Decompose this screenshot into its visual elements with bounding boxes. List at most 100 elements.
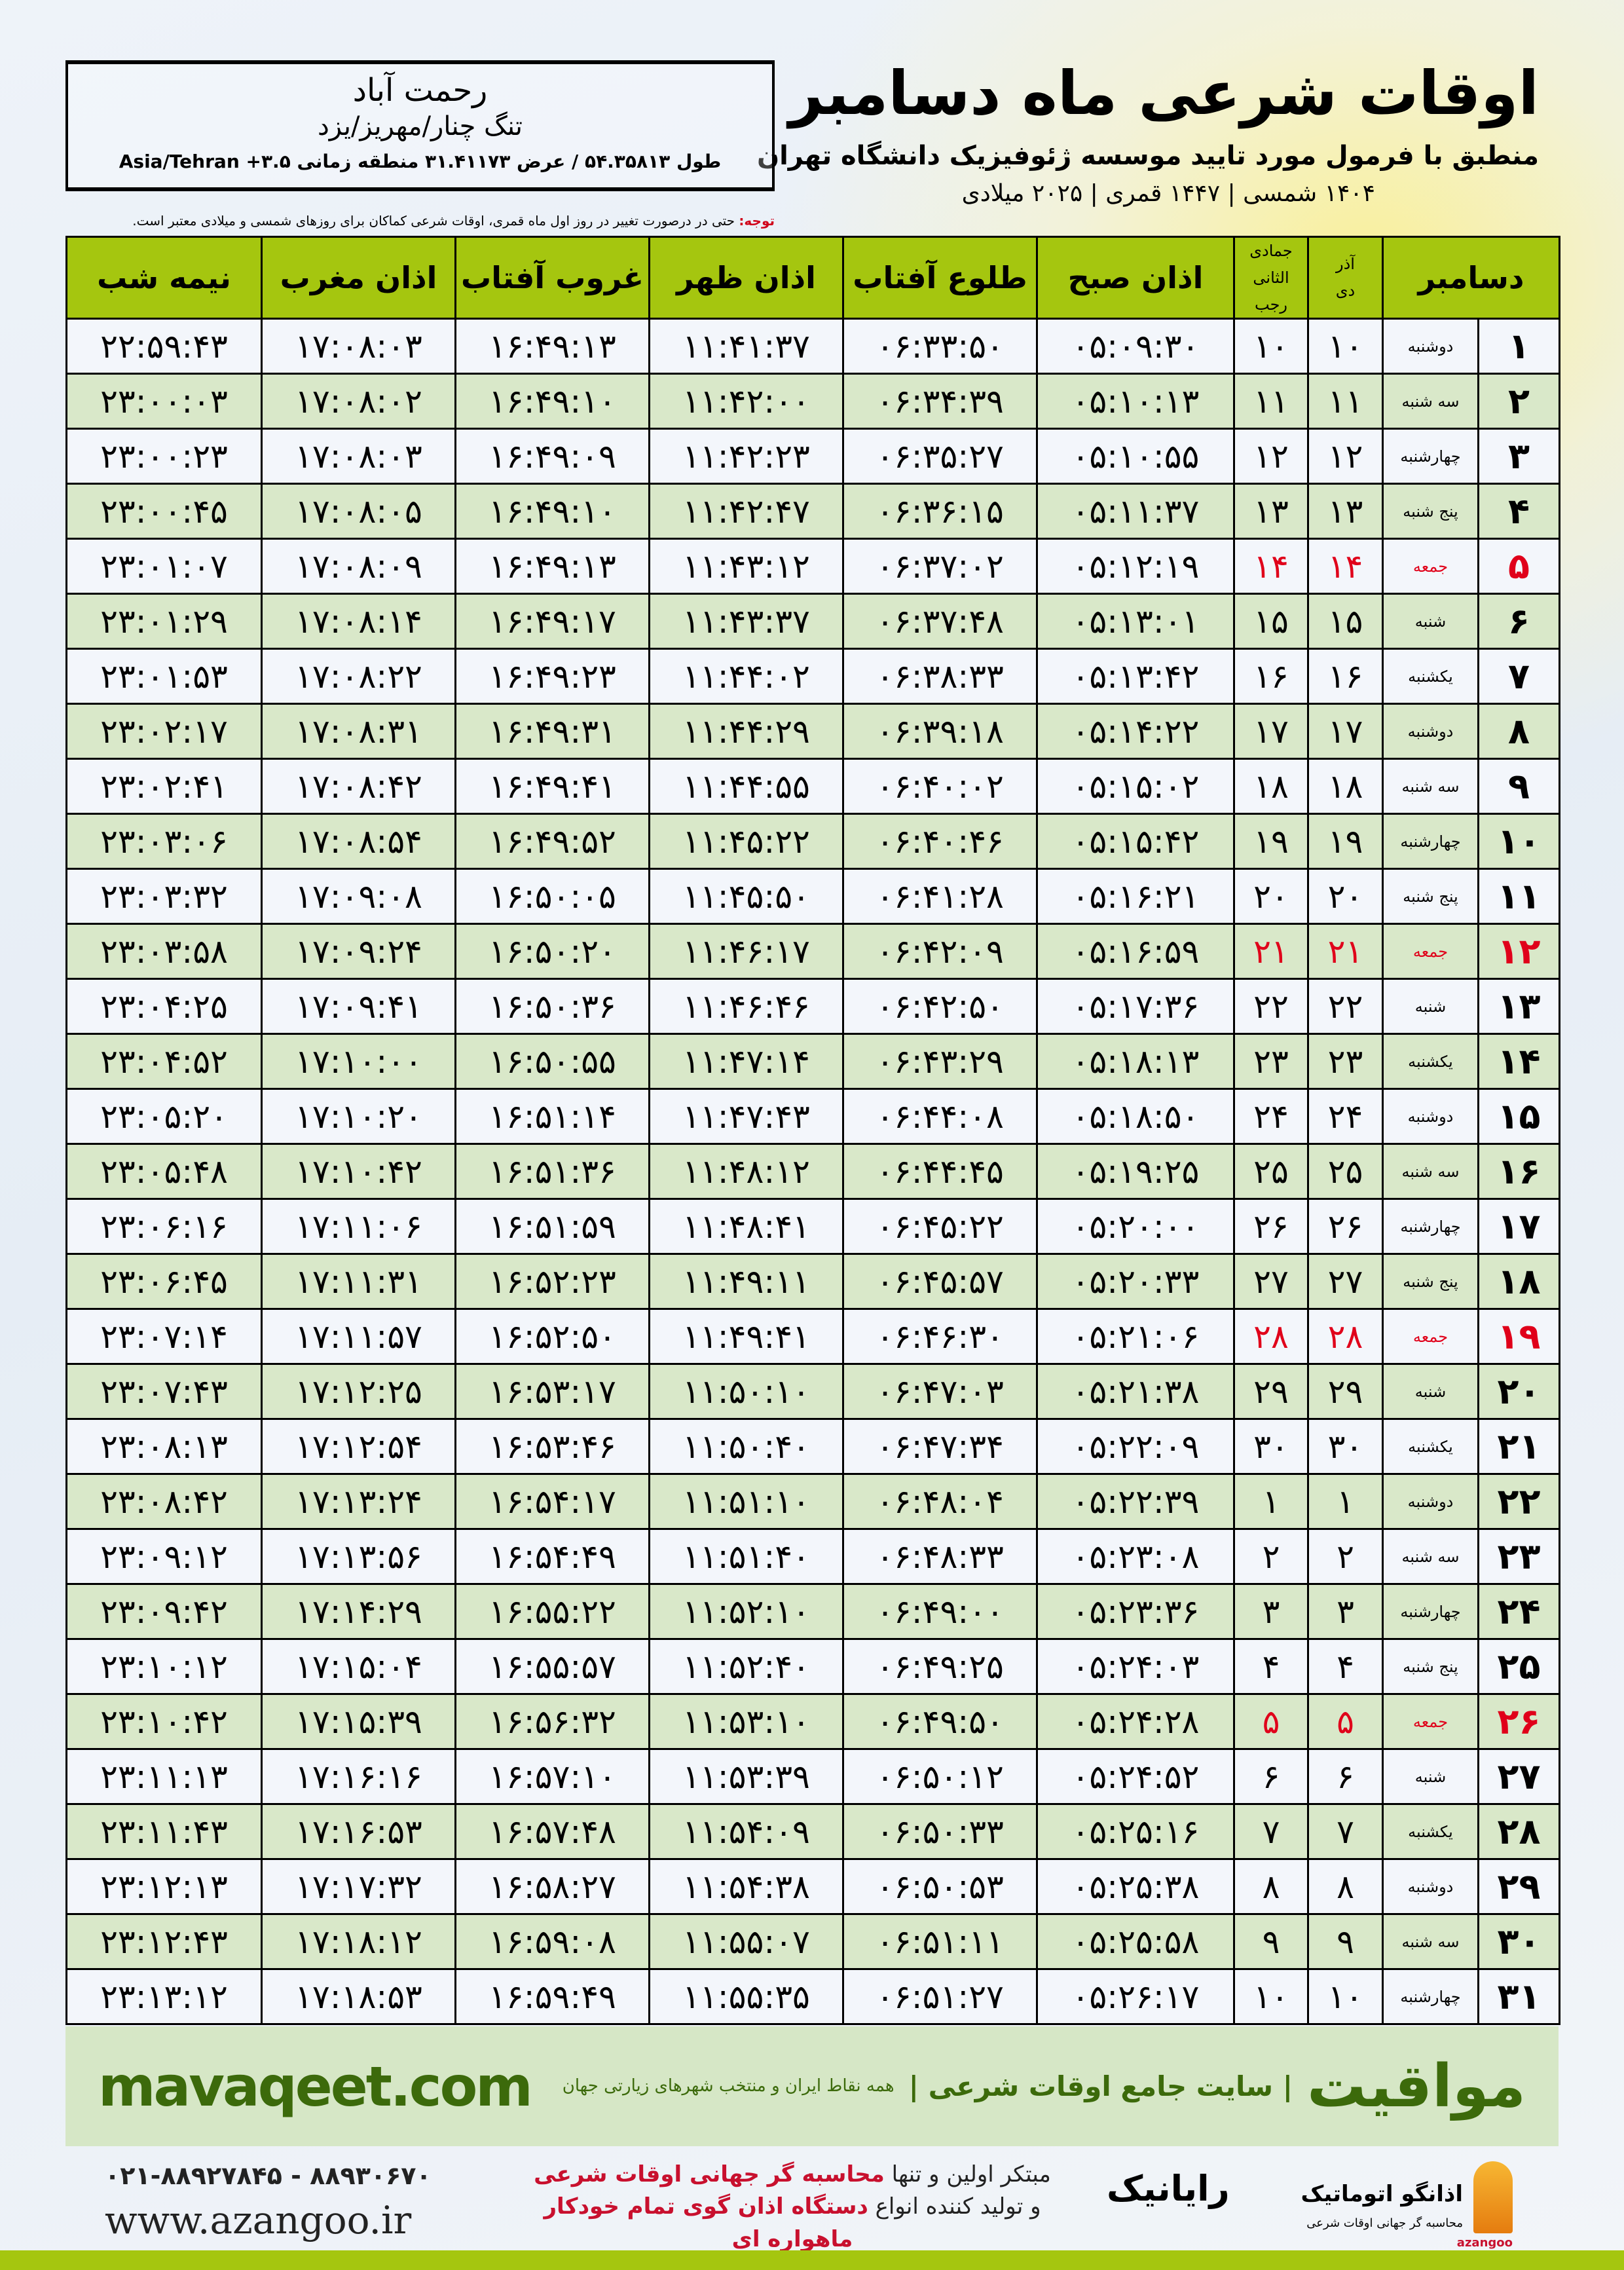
promo-line2-a: و تولید کننده انواع [868,2193,1041,2220]
weekday: جمعه [1382,538,1479,595]
qamari-day: ۱۵ [1233,593,1309,650]
fajr-time: ۰۵:۲۴:۰۳ [1036,1638,1235,1696]
maghrib-time: ۱۷:۰۹:۲۴ [261,923,456,980]
sunrise-time: ۰۶:۳۳:۵۰ [842,318,1038,375]
site-url[interactable]: mavaqeet.com [98,2054,533,2119]
table-row: ۶ شنبه ۱۵ ۱۵ ۰۵:۱۳:۰۱ ۰۶:۳۷:۴۸ ۱۱:۴۳:۳۷ ۱۶:۴۹:۱… [65,593,1560,650]
maghrib-time: ۱۷:۰۸:۵۴ [261,813,456,870]
dhuhr-time: ۱۱:۴۷:۴۳ [648,1088,844,1145]
weekday: چهارشنبه [1382,1198,1479,1256]
fajr-time: ۰۵:۲۲:۰۹ [1036,1418,1235,1476]
sunrise-time: ۰۶:۴۴:۰۸ [842,1088,1038,1145]
table-row: ۲۲ دوشنبه ۱ ۱ ۰۵:۲۲:۳۹ ۰۶:۴۸:۰۴ ۱۱:۵۱:۱۰ ۱۶:۵۴:… [65,1473,1560,1531]
day-number: ۸ [1477,703,1560,760]
midnight-time: ۲۳:۰۹:۴۲ [65,1583,263,1641]
qamari-day: ۲۲ [1233,978,1309,1035]
maghrib-time: ۱۷:۱۵:۳۹ [261,1693,456,1751]
table-row: ۱ دوشنبه ۱۰ ۱۰ ۰۵:۰۹:۳۰ ۰۶:۳۳:۵۰ ۱۱:۴۱:۳۷ ۱۶:۴۹… [65,318,1560,375]
midnight-time: ۲۳:۰۳:۳۲ [65,868,263,925]
azangoo-subtitle: محاسبه گر جهانی اوقات شرعی [1306,2216,1463,2230]
day-number: ۱۷ [1477,1198,1560,1256]
shamsi-day: ۹ [1307,1913,1384,1971]
maghrib-time: ۱۷:۱۱:۳۱ [261,1253,456,1311]
maghrib-time: ۱۷:۱۶:۱۶ [261,1748,456,1806]
maghrib-time: ۱۷:۱۰:۲۰ [261,1088,456,1145]
dhuhr-time: ۱۱:۵۵:۳۵ [648,1968,844,2026]
sunrise-time: ۰۶:۳۴:۳۹ [842,373,1038,430]
footer-website[interactable]: www.azangoo.ir [105,2198,412,2242]
maghrib-time: ۱۷:۱۴:۲۹ [261,1583,456,1641]
header-qamari-top: جمادی الثانی [1249,242,1293,287]
day-number: ۳۰ [1477,1913,1560,1971]
table-row: ۲۷ شنبه ۶ ۶ ۰۵:۲۴:۵۲ ۰۶:۵۰:۱۲ ۱۱:۵۳:۳۹ ۱۶:۵۷:۱۰… [65,1748,1560,1806]
shamsi-day: ۱۵ [1307,593,1384,650]
sunset-time: ۱۶:۵۳:۴۶ [454,1418,650,1476]
dhuhr-time: ۱۱:۵۱:۱۰ [648,1473,844,1531]
dhuhr-time: ۱۱:۵۳:۳۹ [648,1748,844,1806]
sunset-time: ۱۶:۵۰:۰۵ [454,868,650,925]
table-row: ۱۳ شنبه ۲۲ ۲۲ ۰۵:۱۷:۳۶ ۰۶:۴۲:۵۰ ۱۱:۴۶:۴۶ ۱۶:۵۰:… [65,978,1560,1035]
dhuhr-time: ۱۱:۴۸:۴۱ [648,1198,844,1256]
dhuhr-time: ۱۱:۵۰:۱۰ [648,1363,844,1421]
maghrib-time: ۱۷:۱۸:۵۳ [261,1968,456,2026]
weekday: پنج شنبه [1382,868,1479,925]
maghrib-time: ۱۷:۰۸:۰۵ [261,483,456,540]
dhuhr-time: ۱۱:۴۵:۲۲ [648,813,844,870]
qamari-day: ۱۳ [1233,483,1309,540]
promo-text: مبتکر اولین و تنها محاسبه گر جهانی اوقات… [498,2159,1087,2256]
header-qamari-bottom: رجب [1255,295,1287,314]
footer: ۰۲۱-۸۸۹۲۷۸۴۵ - ۸۸۹۳۰۶۷۰ www.azangoo.ir م… [0,2155,1624,2253]
shamsi-day: ۱۸ [1307,758,1384,815]
qamari-day: ۱۱ [1233,373,1309,430]
sunset-time: ۱۶:۵۹:۰۸ [454,1913,650,1971]
sunset-time: ۱۶:۵۰:۲۰ [454,923,650,980]
dhuhr-time: ۱۱:۴۶:۱۷ [648,923,844,980]
sunset-time: ۱۶:۴۹:۲۳ [454,648,650,705]
qamari-day: ۲۱ [1233,923,1309,980]
fajr-time: ۰۵:۱۷:۳۶ [1036,978,1235,1035]
qamari-day: ۵ [1233,1693,1309,1751]
sunrise-time: ۰۶:۴۰:۴۶ [842,813,1038,870]
midnight-time: ۲۳:۰۰:۲۳ [65,428,263,485]
table-row: ۵ جمعه ۱۴ ۱۴ ۰۵:۱۲:۱۹ ۰۶:۳۷:۰۲ ۱۱:۴۳:۱۲ ۱۶:۴۹:۱… [65,538,1560,595]
fajr-time: ۰۵:۱۳:۰۱ [1036,593,1235,650]
qamari-day: ۱۲ [1233,428,1309,485]
midnight-time: ۲۳:۰۸:۱۳ [65,1418,263,1476]
dhuhr-time: ۱۱:۵۵:۰۷ [648,1913,844,1971]
weekday: دوشنبه [1382,1858,1479,1916]
midnight-time: ۲۳:۰۳:۰۶ [65,813,263,870]
location-region: تنگ چنار/مهریز/یزد [317,111,523,141]
table-row: ۲۹ دوشنبه ۸ ۸ ۰۵:۲۵:۳۸ ۰۶:۵۰:۵۳ ۱۱:۵۴:۳۸ ۱۶:۵۸:… [65,1858,1560,1916]
sunset-time: ۱۶:۴۹:۳۱ [454,703,650,760]
maghrib-time: ۱۷:۱۶:۵۳ [261,1803,456,1861]
day-number: ۱۶ [1477,1143,1560,1200]
shamsi-day: ۱۷ [1307,703,1384,760]
fajr-time: ۰۵:۲۰:۳۳ [1036,1253,1235,1311]
qamari-day: ۷ [1233,1803,1309,1861]
sunrise-time: ۰۶:۴۹:۵۰ [842,1693,1038,1751]
day-number: ۱۹ [1477,1308,1560,1366]
table-row: ۷ یکشنبه ۱۶ ۱۶ ۰۵:۱۳:۴۲ ۰۶:۳۸:۳۳ ۱۱:۴۴:۰۲ ۱۶:۴۹… [65,648,1560,705]
fajr-time: ۰۵:۲۵:۱۶ [1036,1803,1235,1861]
dhuhr-time: ۱۱:۴۱:۳۷ [648,318,844,375]
sunset-time: ۱۶:۵۲:۵۰ [454,1308,650,1366]
maghrib-time: ۱۷:۱۷:۳۲ [261,1858,456,1916]
weekday: شنبه [1382,978,1479,1035]
table-row: ۱۷ چهارشنبه ۲۶ ۲۶ ۰۵:۲۰:۰۰ ۰۶:۴۵:۲۲ ۱۱:۴۸:۴۱ ۱۶… [65,1198,1560,1256]
table-row: ۲۳ سه شنبه ۲ ۲ ۰۵:۲۳:۰۸ ۰۶:۴۸:۳۳ ۱۱:۵۱:۴۰ ۱۶:۵۴… [65,1528,1560,1586]
shamsi-day: ۱۹ [1307,813,1384,870]
promo-line1-a: مبتکر اولین و تنها [884,2161,1051,2187]
midnight-time: ۲۳:۰۱:۲۹ [65,593,263,650]
qamari-day: ۱۴ [1233,538,1309,595]
midnight-time: ۲۳:۱۲:۴۳ [65,1913,263,1971]
header-month: دسامبر [1382,235,1560,320]
day-number: ۱۸ [1477,1253,1560,1311]
shamsi-day: ۸ [1307,1858,1384,1916]
sunset-time: ۱۶:۴۹:۵۲ [454,813,650,870]
fajr-time: ۰۵:۲۶:۱۷ [1036,1968,1235,2026]
table-row: ۱۶ سه شنبه ۲۵ ۲۵ ۰۵:۱۹:۲۵ ۰۶:۴۴:۴۵ ۱۱:۴۸:۱۲ ۱۶:… [65,1143,1560,1200]
maghrib-time: ۱۷:۱۰:۴۲ [261,1143,456,1200]
note-label: توجه: [739,213,775,229]
table-row: ۳۱ چهارشنبه ۱۰ ۱۰ ۰۵:۲۶:۱۷ ۰۶:۵۱:۲۷ ۱۱:۵۵:۳۵ ۱۶… [65,1968,1560,2026]
fajr-time: ۰۵:۲۲:۳۹ [1036,1473,1235,1531]
